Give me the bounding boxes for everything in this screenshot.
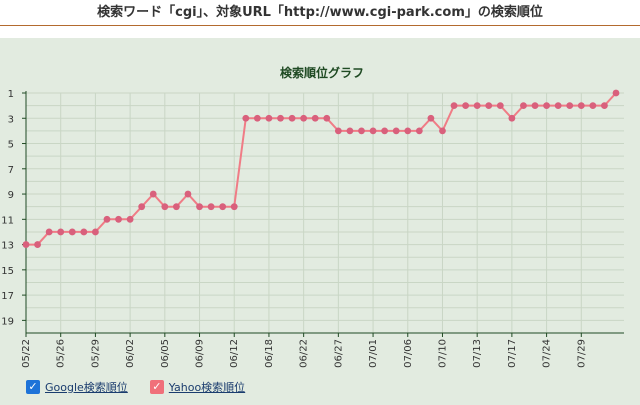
chart-title: 検索順位グラフ (280, 65, 364, 80)
x-tick-label: 07/29 (576, 339, 587, 368)
data-point (439, 127, 446, 135)
x-tick-label: 07/01 (368, 339, 379, 368)
data-point (288, 114, 296, 122)
data-point (520, 102, 527, 110)
data-point (369, 127, 377, 135)
data-point (462, 102, 470, 110)
data-point (149, 190, 157, 198)
legend-yahoo-label[interactable]: Yahoo検索順位 (168, 381, 246, 394)
y-tick-label: 13 (1, 241, 14, 252)
x-tick-label: 05/22 (21, 339, 32, 368)
data-point (138, 203, 146, 211)
x-tick-label: 06/05 (160, 339, 171, 368)
y-tick-label: 7 (8, 165, 14, 176)
series-yahoo (22, 89, 620, 248)
data-point (612, 89, 620, 97)
x-tick-label: 06/22 (299, 339, 310, 368)
data-point (103, 215, 111, 223)
data-point (68, 228, 76, 236)
data-point (311, 114, 319, 122)
data-point (531, 102, 539, 110)
data-point (543, 102, 550, 110)
data-point (230, 203, 238, 211)
x-tick-label: 07/13 (472, 339, 483, 368)
x-tick-label: 06/02 (125, 339, 136, 368)
data-point (92, 228, 99, 236)
y-tick-label: 3 (8, 114, 14, 125)
axes (22, 91, 624, 337)
y-tick-label: 11 (1, 215, 14, 226)
y-tick-label: 17 (1, 291, 14, 302)
data-point (427, 114, 435, 122)
data-point (554, 102, 562, 110)
x-tick-label: 05/29 (90, 339, 101, 368)
data-point (300, 114, 308, 122)
grid-lines (25, 92, 624, 334)
y-tick-label: 5 (8, 140, 14, 151)
yahoo-checkbox-icon[interactable]: ✓ (149, 380, 164, 394)
data-point (242, 114, 250, 122)
data-point (508, 114, 516, 122)
x-tick-label: 05/26 (56, 339, 67, 368)
x-tick-label: 06/12 (229, 339, 240, 368)
data-point (161, 203, 169, 211)
data-point (381, 127, 389, 135)
x-tick-label: 07/24 (542, 339, 553, 368)
data-point (323, 114, 331, 122)
x-tick-labels: 05/22 05/26 05/29 06/02 06/05 06/09 06/12 06/18… (21, 339, 587, 368)
data-point (172, 203, 180, 211)
data-point (265, 114, 273, 122)
legend: ✓ Google検索順位 ✓ Yahoo検索順位 (26, 379, 245, 395)
data-point (115, 215, 122, 223)
y-tick-label: 9 (8, 190, 14, 201)
data-point (450, 102, 458, 110)
x-tick-label: 06/09 (195, 339, 206, 368)
x-tick-label: 07/10 (437, 339, 448, 368)
x-tick-label: 06/18 (264, 339, 275, 368)
y-tick-label: 1 (8, 89, 14, 100)
data-point (22, 241, 30, 248)
data-point (392, 127, 400, 135)
data-point (589, 102, 597, 110)
data-point (57, 228, 65, 236)
data-point (45, 228, 53, 236)
data-point (334, 127, 342, 135)
data-point (277, 114, 284, 122)
google-checkbox-icon[interactable]: ✓ (26, 380, 40, 394)
y-tick-label: 15 (1, 266, 14, 277)
data-point (485, 102, 493, 110)
data-point (577, 102, 585, 110)
data-point (80, 228, 88, 236)
data-point (219, 203, 227, 211)
data-point (184, 190, 192, 198)
data-point (126, 215, 134, 223)
x-tick-label: 07/17 (507, 339, 518, 368)
legend-google[interactable]: ✓ Google検索順位 (26, 379, 128, 395)
y-tick-label: 19 (1, 316, 14, 327)
data-point (566, 102, 574, 110)
x-tick-label: 07/06 (403, 339, 414, 368)
data-point (473, 102, 481, 110)
series-line (26, 92, 617, 246)
data-point (601, 102, 608, 110)
data-point (253, 114, 261, 122)
data-point (346, 127, 354, 135)
data-point (358, 127, 365, 135)
legend-yahoo[interactable]: ✓ Yahoo検索順位 (149, 379, 246, 395)
legend-google-label[interactable]: Google検索順位 (45, 381, 128, 394)
x-tick-label: 06/27 (333, 339, 344, 368)
data-point (496, 102, 504, 110)
data-point (404, 127, 412, 135)
data-point (34, 241, 41, 248)
page-title: 検索ワード「cgi」、対象URL「http://www.cgi-park.com… (0, 0, 640, 26)
data-point (415, 127, 423, 135)
data-point (207, 203, 215, 211)
data-point (196, 203, 203, 211)
